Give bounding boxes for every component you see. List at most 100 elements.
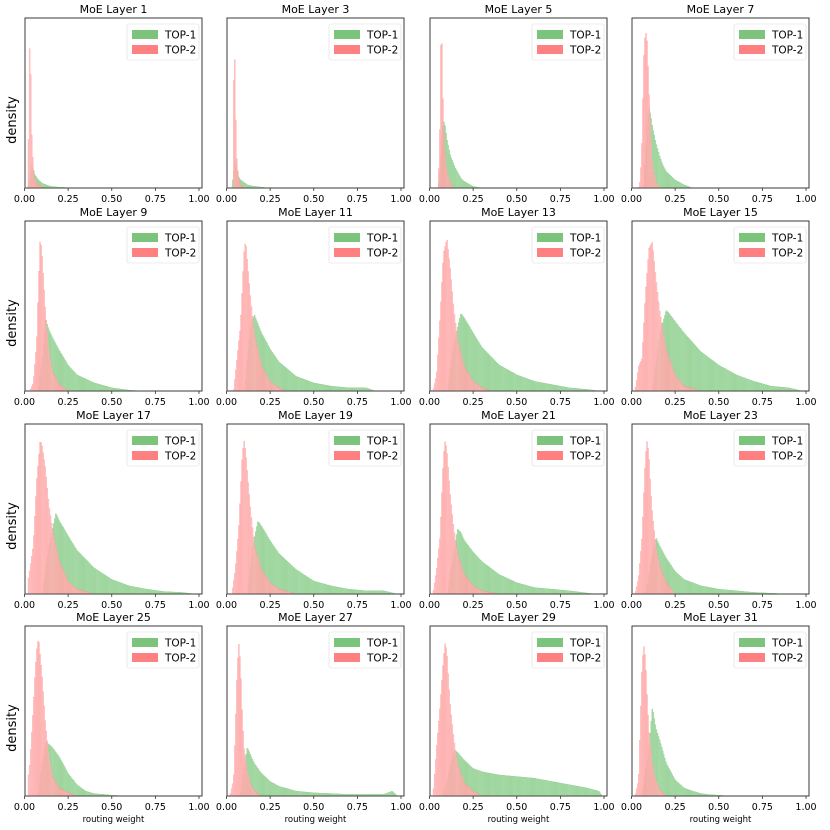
top1-bar [528, 379, 530, 391]
legend-swatch-top2 [739, 248, 765, 257]
top2-bar [235, 369, 237, 391]
top1-bar [729, 590, 731, 594]
top1-bar [707, 586, 709, 594]
top1-bar [598, 791, 600, 796]
top2-bar [454, 322, 457, 391]
top1-bar [557, 589, 559, 594]
top1-bar [487, 772, 489, 796]
top1-bar [70, 777, 73, 796]
top1-bar [479, 771, 482, 796]
top1-bar [93, 382, 96, 391]
top1-bar [708, 587, 710, 594]
top2-bar [644, 468, 646, 594]
top2-bar [646, 40, 648, 188]
top1-bar [71, 369, 74, 391]
top2-bar [57, 785, 59, 796]
top1-bar [320, 792, 323, 796]
x-tick-label: 0.25 [463, 600, 484, 611]
bars-group [233, 244, 374, 391]
top1-bar [509, 775, 511, 796]
top1-bar [136, 587, 139, 594]
top1-bar [322, 384, 324, 391]
top2-bar [259, 358, 261, 391]
top1-bar [99, 384, 101, 391]
legend-swatch-top1 [537, 436, 563, 445]
x-axis-label: routing weight [488, 815, 550, 825]
top2-bar [29, 749, 32, 796]
top2-bar [450, 184, 452, 188]
top2-bar [686, 386, 688, 391]
top2-bar [42, 452, 44, 594]
top2-bar [432, 590, 435, 594]
top1-bar [663, 166, 665, 188]
top1-bar [552, 384, 554, 391]
top2-bar [267, 377, 269, 391]
top1-bar [365, 387, 368, 391]
top2-bar [61, 386, 63, 391]
x-tick-label: 0.50 [708, 194, 729, 205]
top2-bar [233, 80, 235, 188]
top1-bar [670, 176, 672, 188]
top2-bar [249, 506, 252, 594]
subplot-layer-5: MoE Layer 50.00 0.25 0.50 0.75 1.00TOP-1TOP-… [419, 3, 615, 205]
top2-bar [443, 250, 445, 391]
top1-bar [542, 588, 545, 594]
top1-bar [259, 771, 261, 796]
top2-bar [463, 364, 465, 391]
top2-bar [40, 442, 42, 594]
top2-bar [49, 515, 52, 594]
top1-bar [316, 383, 319, 391]
top2-bar [464, 783, 466, 796]
top1-bar [563, 783, 566, 796]
top2-bar [444, 441, 446, 594]
top1-bar [740, 591, 742, 594]
top1-bar [697, 792, 699, 796]
top2-bar [440, 45, 442, 188]
top1-bar [308, 381, 310, 391]
top1-bar [355, 589, 357, 594]
top2-bar [671, 366, 673, 391]
top1-bar [346, 588, 348, 594]
top1-bar [518, 583, 521, 594]
top2-bar [272, 584, 275, 594]
top1-bar [532, 777, 534, 796]
top2-bar [61, 789, 63, 796]
x-tick-label: 0.00 [621, 194, 642, 205]
top1-bar [340, 587, 343, 594]
top2-bar [255, 791, 257, 796]
top1-bar [710, 359, 712, 391]
top1-bar [519, 583, 522, 594]
x-tick-label: 0.50 [303, 397, 324, 408]
top1-bar [486, 352, 488, 391]
x-tick-label: 1.00 [593, 397, 614, 408]
x-tick-label: 0.25 [260, 600, 281, 611]
top1-bar [783, 387, 785, 391]
top2-bar [640, 705, 642, 796]
top1-bar [714, 588, 716, 594]
top2-bar [655, 548, 658, 594]
top1-bar [668, 768, 670, 796]
top2-bar [664, 578, 666, 594]
top1-bar [494, 571, 496, 594]
top1-bar [113, 580, 116, 594]
top2-bar [54, 375, 56, 391]
top2-bar [438, 337, 440, 391]
top2-bar [639, 182, 641, 188]
top1-bar [281, 556, 283, 594]
x-tick-label: 1.00 [593, 802, 614, 813]
top1-bar [538, 778, 540, 796]
legend-swatch-top1 [739, 638, 765, 647]
top2-bar [47, 499, 50, 594]
x-tick-label: 0.25 [665, 600, 686, 611]
top1-bar [564, 783, 567, 796]
top2-bar [237, 350, 239, 391]
top1-bar [769, 385, 772, 391]
top1-bar [464, 181, 466, 188]
top1-bar [497, 774, 500, 796]
legend-label-top1: TOP-1 [164, 638, 196, 650]
top2-bar [443, 132, 445, 188]
bars-group [27, 442, 193, 594]
top2-bar [250, 785, 253, 796]
top1-bar [680, 329, 683, 391]
top2-bar [635, 379, 638, 391]
